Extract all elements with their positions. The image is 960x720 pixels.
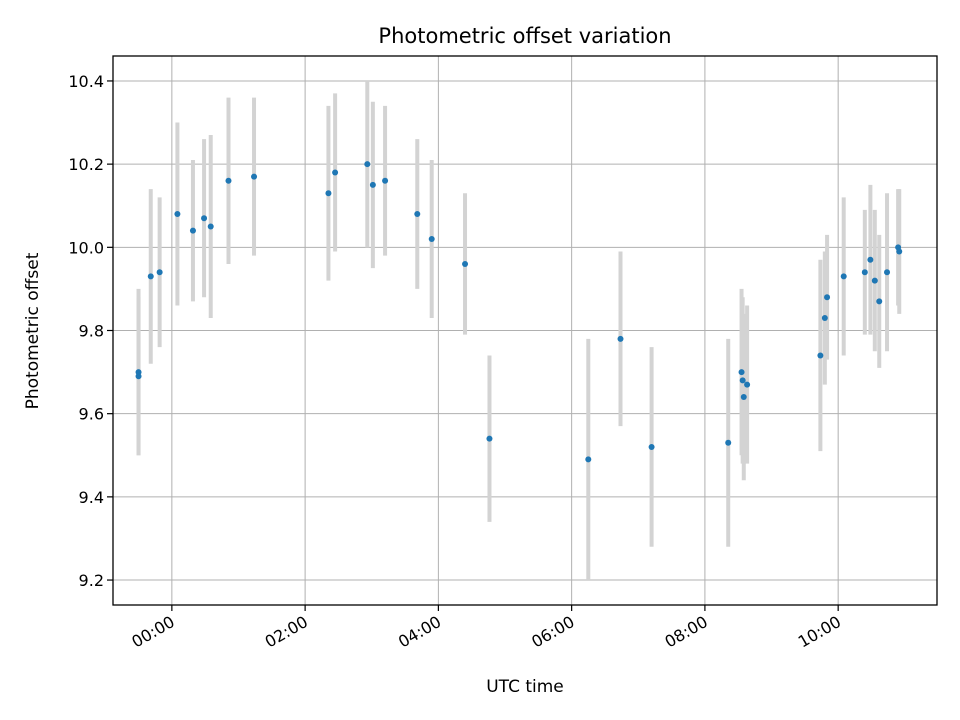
data-point <box>382 177 389 184</box>
data-point <box>207 223 214 230</box>
data-point <box>861 269 868 276</box>
data-point <box>462 260 469 267</box>
data-point <box>840 273 847 280</box>
data-point <box>867 256 874 263</box>
data-point <box>251 173 258 180</box>
data-point <box>189 227 196 234</box>
data-point <box>896 248 903 255</box>
data-point <box>325 190 332 197</box>
data-point <box>486 435 493 442</box>
data-point <box>648 443 655 450</box>
data-point <box>884 269 891 276</box>
data-point <box>332 169 339 176</box>
data-point <box>225 177 232 184</box>
data-point <box>740 394 747 401</box>
data-point <box>135 373 142 380</box>
data-point <box>725 439 732 446</box>
data-point <box>585 456 592 463</box>
data-point <box>201 215 208 222</box>
data-point <box>428 236 435 242</box>
y-tick-label: 10.2 <box>68 155 104 174</box>
data-point <box>156 269 163 276</box>
data-point <box>147 273 154 280</box>
data-point <box>135 369 142 376</box>
data-point <box>824 294 831 301</box>
data-points <box>135 161 903 463</box>
data-point <box>739 377 746 384</box>
data-point <box>871 277 878 284</box>
y-tick-label: 9.2 <box>79 571 104 590</box>
y-tick-label: 10.0 <box>68 238 104 257</box>
y-tick-label: 9.8 <box>79 322 104 341</box>
data-point <box>876 298 883 305</box>
data-point <box>821 315 828 322</box>
y-tick-label: 10.4 <box>68 72 104 91</box>
y-tick-label: 9.6 <box>79 405 104 424</box>
data-point <box>414 211 421 218</box>
data-point <box>369 181 376 188</box>
data-point <box>617 335 624 342</box>
data-point <box>817 352 824 359</box>
data-point <box>738 369 745 376</box>
data-point <box>174 211 181 218</box>
x-axis-label: UTC time <box>486 677 564 697</box>
data-point <box>364 161 371 168</box>
y-tick-label: 9.4 <box>79 488 104 507</box>
y-axis-ticks: 9.2 9.4 9.6 9.8 10.0 10.2 10.4 <box>68 72 113 590</box>
y-axis-label: Photometric offset <box>23 252 43 409</box>
grid <box>113 56 937 605</box>
data-point <box>744 381 751 388</box>
chart-title: Photometric offset variation <box>378 24 671 48</box>
